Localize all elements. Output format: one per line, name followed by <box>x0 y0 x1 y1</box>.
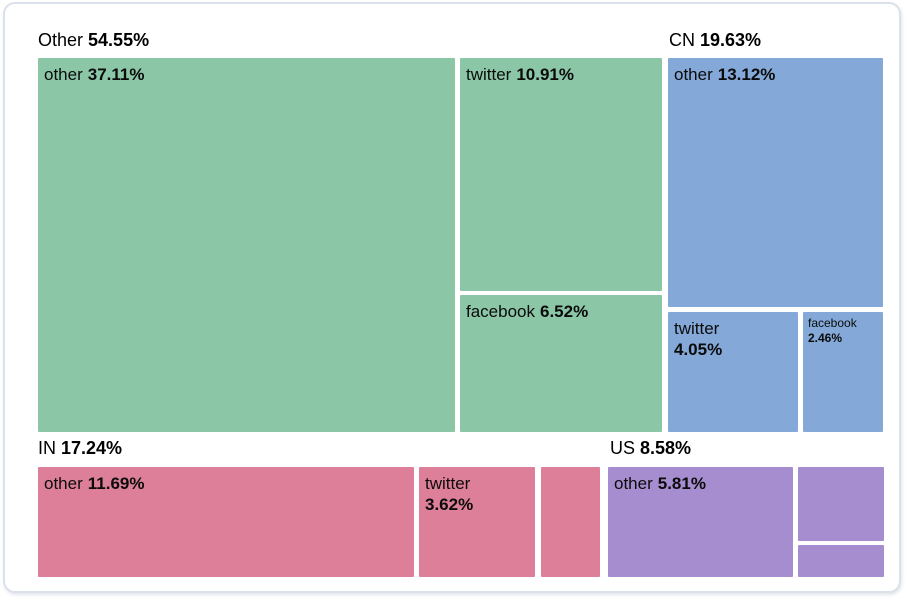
cell-pct: 3.62% <box>425 495 474 514</box>
treemap-cell-us-2[interactable] <box>798 467 884 541</box>
cell-pct: 13.12% <box>717 65 776 84</box>
group-label-cn: CN 19.63% <box>669 29 761 51</box>
treemap-cell-cn-twitter[interactable]: twitter 4.05% <box>668 312 798 432</box>
group-label-us-pct: 8.58% <box>640 438 692 458</box>
group-label-in-name: IN <box>38 438 56 458</box>
treemap-cell-other-twitter[interactable]: twitter 10.91% <box>460 58 662 291</box>
group-label-other-pct: 54.55% <box>88 30 150 50</box>
treemap-cell-cn-facebook[interactable]: facebook 2.46% <box>803 312 883 432</box>
cell-pct: 37.11% <box>87 65 145 84</box>
treemap-cell-in-3[interactable] <box>541 467 600 577</box>
group-label-other-name: Other <box>38 30 84 50</box>
cell-label: twitter <box>425 474 471 493</box>
group-label-us-name: US <box>610 438 636 458</box>
cell-pct: 11.69% <box>87 474 145 493</box>
group-label-cn-pct: 19.63% <box>700 30 762 50</box>
treemap-card: Other 54.55% CN 19.63% IN 17.24% US 8.58% ot… <box>3 2 901 593</box>
cell-pct: 5.81% <box>657 474 706 493</box>
treemap-cell-in-twitter[interactable]: twitter 3.62% <box>419 467 535 577</box>
group-label-other: Other 54.55% <box>38 29 149 51</box>
cell-label: other <box>44 65 83 84</box>
treemap-cell-cn-other[interactable]: other 13.12% <box>668 58 883 307</box>
cell-label: other <box>44 474 83 493</box>
group-label-in-pct: 17.24% <box>61 438 123 458</box>
cell-label: twitter <box>674 319 720 338</box>
cell-pct: 4.05% <box>674 340 723 359</box>
cell-label: facebook <box>466 302 535 321</box>
cell-label: twitter <box>466 65 512 84</box>
cell-label: facebook <box>808 316 857 330</box>
treemap-cell-other-other[interactable]: other 37.11% <box>38 58 455 432</box>
treemap-cell-us-3[interactable] <box>798 545 884 577</box>
cell-pct: 6.52% <box>540 302 589 321</box>
treemap-cell-other-facebook[interactable]: facebook 6.52% <box>460 295 662 432</box>
cell-label: other <box>614 474 653 493</box>
treemap-cell-in-other[interactable]: other 11.69% <box>38 467 414 577</box>
cell-pct: 10.91% <box>516 65 575 84</box>
group-label-us: US 8.58% <box>610 437 691 459</box>
treemap-cell-us-other[interactable]: other 5.81% <box>608 467 793 577</box>
cell-label: other <box>674 65 713 84</box>
group-label-cn-name: CN <box>669 30 695 50</box>
cell-pct: 2.46% <box>808 331 843 345</box>
group-label-in: IN 17.24% <box>38 437 122 459</box>
